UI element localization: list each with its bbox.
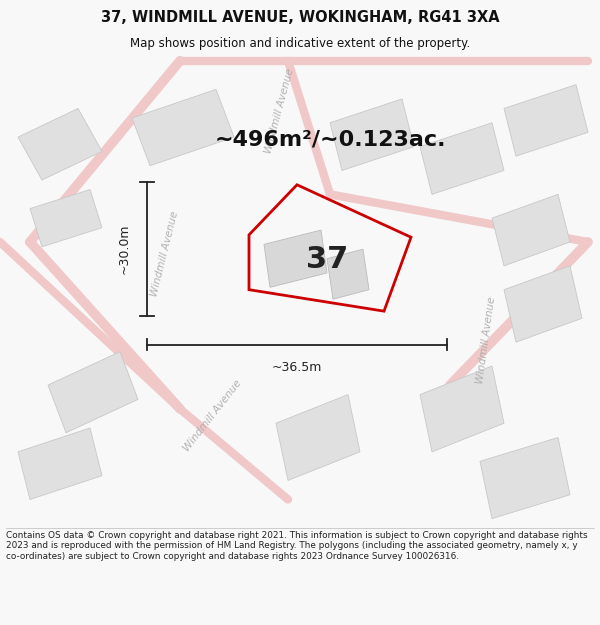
Text: ~30.0m: ~30.0m [118, 224, 131, 274]
Polygon shape [327, 249, 369, 299]
Text: ~36.5m: ~36.5m [272, 361, 322, 374]
Polygon shape [480, 438, 570, 519]
Text: ~496m²/~0.123ac.: ~496m²/~0.123ac. [214, 129, 446, 149]
Text: Contains OS data © Crown copyright and database right 2021. This information is : Contains OS data © Crown copyright and d… [6, 531, 587, 561]
Text: Windmill Avenue: Windmill Avenue [263, 68, 295, 154]
Text: 37: 37 [306, 245, 348, 274]
Text: Windmill Avenue: Windmill Avenue [475, 296, 497, 384]
Polygon shape [264, 230, 327, 288]
Polygon shape [48, 352, 138, 432]
Polygon shape [504, 84, 588, 156]
Polygon shape [504, 266, 582, 342]
Polygon shape [420, 366, 504, 452]
Polygon shape [492, 194, 570, 266]
Polygon shape [276, 394, 360, 481]
Polygon shape [420, 122, 504, 194]
Polygon shape [18, 109, 102, 180]
Text: Windmill Avenue: Windmill Avenue [182, 379, 244, 454]
Polygon shape [132, 89, 234, 166]
Text: Windmill Avenue: Windmill Avenue [149, 210, 181, 298]
Polygon shape [330, 99, 414, 171]
Polygon shape [30, 189, 102, 247]
Text: Map shows position and indicative extent of the property.: Map shows position and indicative extent… [130, 37, 470, 50]
Polygon shape [18, 428, 102, 499]
Text: 37, WINDMILL AVENUE, WOKINGHAM, RG41 3XA: 37, WINDMILL AVENUE, WOKINGHAM, RG41 3XA [101, 10, 499, 25]
